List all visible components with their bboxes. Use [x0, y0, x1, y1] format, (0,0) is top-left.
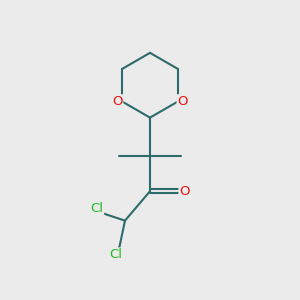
Text: Cl: Cl — [91, 202, 103, 215]
Text: O: O — [177, 95, 188, 108]
Text: Cl: Cl — [110, 248, 123, 261]
Text: O: O — [179, 185, 190, 198]
Text: O: O — [112, 95, 123, 108]
